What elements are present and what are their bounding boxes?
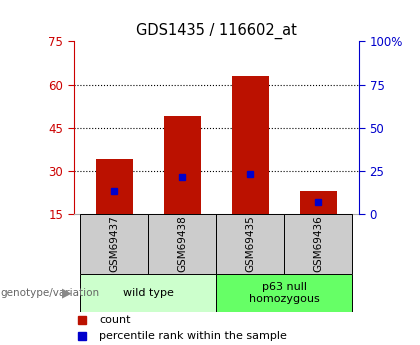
Text: GSM69435: GSM69435 <box>245 216 255 273</box>
Bar <box>80 274 216 312</box>
Text: GSM69437: GSM69437 <box>109 216 119 273</box>
Text: percentile rank within the sample: percentile rank within the sample <box>99 331 287 341</box>
Bar <box>299 191 337 214</box>
Text: genotype/variation: genotype/variation <box>0 288 100 298</box>
Bar <box>216 214 284 274</box>
Text: ▶: ▶ <box>62 287 72 300</box>
Text: count: count <box>99 315 131 325</box>
Bar <box>164 116 201 214</box>
Bar <box>148 214 216 274</box>
Text: wild type: wild type <box>123 288 174 298</box>
Bar <box>80 214 148 274</box>
Title: GDS1435 / 116602_at: GDS1435 / 116602_at <box>136 22 297 39</box>
Bar <box>96 159 133 214</box>
Bar <box>216 274 352 312</box>
Bar <box>284 214 352 274</box>
Text: GSM69436: GSM69436 <box>313 216 323 273</box>
Text: p63 null
homozygous: p63 null homozygous <box>249 283 320 304</box>
Bar <box>231 76 269 214</box>
Text: GSM69438: GSM69438 <box>177 216 187 273</box>
